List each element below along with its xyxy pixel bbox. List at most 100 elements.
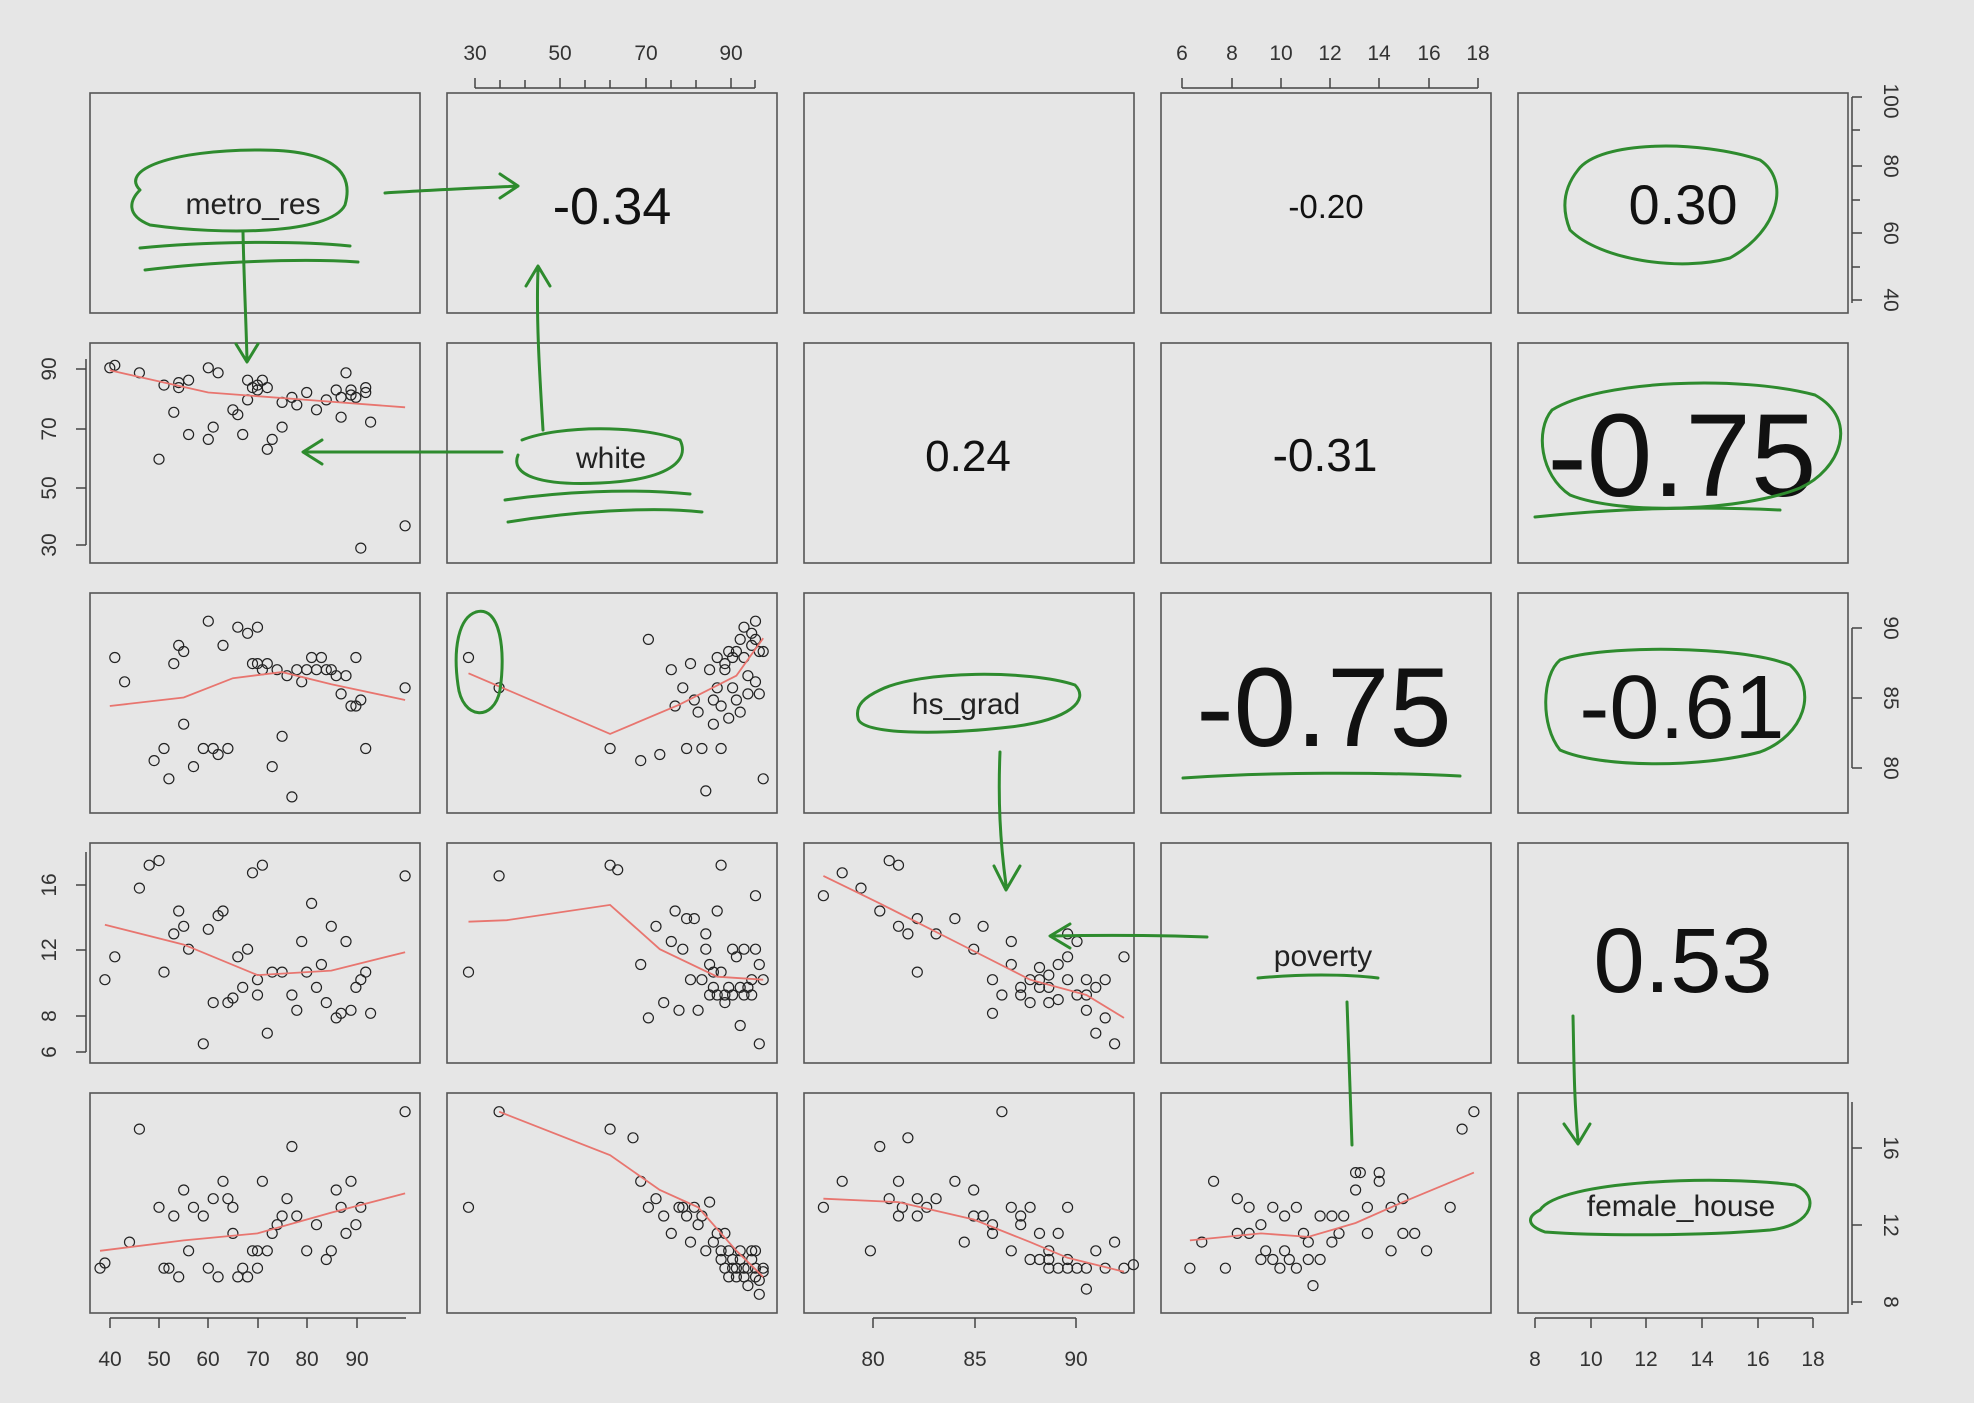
loess-line	[104, 923, 406, 977]
tick-top-poverty-2: 10	[1269, 42, 1292, 65]
data-point	[227, 1201, 239, 1213]
data-point	[1118, 1262, 1130, 1274]
data-point	[350, 651, 362, 664]
data-point	[1326, 1210, 1338, 1222]
data-point	[207, 996, 219, 1009]
panel-r4-c2	[446, 842, 778, 1064]
data-point	[1314, 1210, 1326, 1222]
panel-grid	[89, 92, 1849, 1314]
data-point	[1108, 1038, 1121, 1050]
data-point	[719, 664, 731, 676]
ink-arrow-poverty-left	[1048, 922, 1209, 950]
data-point	[749, 615, 762, 627]
data-point	[1444, 1201, 1456, 1213]
data-point	[355, 694, 367, 706]
panel-r2-c4	[1160, 342, 1492, 564]
tick-right-hs-grad-0: 80	[1879, 756, 1902, 779]
tick-bottom-hs-grad-1: 85	[963, 1348, 986, 1371]
data-point	[749, 943, 762, 955]
data-point	[143, 859, 155, 871]
data-point	[658, 996, 670, 1009]
tick-bottom-metro-res-5: 90	[345, 1348, 368, 1371]
data-point	[399, 520, 411, 532]
data-point	[738, 621, 750, 633]
data-point	[855, 882, 867, 894]
data-point	[1108, 1236, 1121, 1248]
data-point	[892, 859, 905, 871]
data-point	[301, 1245, 313, 1257]
data-point	[330, 1184, 342, 1196]
axis-right-hs-grad-ticks	[1852, 627, 1862, 769]
data-point	[493, 1106, 505, 1118]
panel-r1-c2	[446, 92, 778, 314]
data-point	[700, 1245, 712, 1257]
data-point	[1015, 989, 1027, 1001]
data-point	[1090, 981, 1102, 994]
data-point	[246, 867, 259, 879]
tick-left-poverty-0: 6	[38, 1046, 61, 1058]
data-point	[665, 664, 677, 676]
data-point	[753, 1038, 765, 1050]
data-point	[1290, 1262, 1303, 1274]
data-point	[1127, 1259, 1140, 1271]
data-point	[604, 742, 616, 755]
data-point	[271, 1219, 283, 1231]
loess-line	[109, 369, 406, 409]
data-point	[1043, 969, 1055, 981]
data-point	[1420, 1245, 1433, 1257]
data-point	[237, 981, 249, 994]
ink-circle-outliers	[454, 609, 504, 715]
data-point	[911, 1193, 923, 1205]
data-point	[1005, 935, 1017, 948]
data-point	[325, 920, 337, 932]
data-point	[325, 1245, 337, 1257]
tick-bottom-metro-res-4: 80	[295, 1348, 318, 1371]
ink-circle-female-house	[1529, 1178, 1812, 1237]
data-point	[635, 754, 647, 767]
data-point	[612, 864, 624, 876]
data-point	[462, 966, 475, 978]
data-point	[242, 1271, 254, 1283]
data-point	[692, 1004, 704, 1016]
data-point	[1061, 928, 1074, 940]
data-point	[251, 989, 264, 1001]
data-point	[874, 1140, 886, 1153]
data-point	[261, 657, 273, 670]
data-point	[212, 367, 224, 379]
tick-top-poverty-4: 14	[1367, 42, 1391, 65]
data-point	[730, 951, 743, 963]
data-point	[688, 1201, 700, 1213]
data-point	[746, 639, 758, 652]
data-point	[696, 742, 708, 755]
panel-r4-c1	[89, 842, 421, 1064]
data-point	[1024, 996, 1036, 1009]
data-point	[1052, 958, 1064, 971]
data-point	[1118, 951, 1130, 963]
data-point	[738, 1262, 750, 1274]
data-point	[222, 1193, 234, 1205]
data-point	[202, 615, 214, 627]
data-point	[237, 428, 249, 441]
panel-r2-c5	[1517, 342, 1849, 564]
tick-top-white-1: 50	[548, 42, 571, 65]
data-point	[1061, 951, 1074, 963]
data-point	[462, 651, 475, 664]
data-point	[977, 1210, 989, 1222]
data-point	[726, 989, 739, 1001]
corr-poverty-female-house: 0.53	[1593, 910, 1772, 1012]
tick-left-poverty-3: 16	[38, 873, 61, 896]
data-point	[296, 935, 308, 948]
axes	[76, 78, 1862, 1328]
panel-r3-c2	[446, 592, 778, 814]
data-point	[251, 1262, 264, 1274]
data-point	[335, 688, 347, 700]
variable-labels: metro_res white hs_grad poverty female_h…	[185, 188, 1775, 1223]
corr-metro-res-poverty: -0.20	[1288, 188, 1363, 225]
panel-r1-c5	[1517, 92, 1849, 314]
data-point	[669, 700, 681, 712]
data-point	[399, 682, 411, 694]
data-point	[1090, 1027, 1102, 1039]
data-point	[315, 651, 327, 664]
loess-line	[468, 903, 764, 981]
data-point	[911, 912, 923, 925]
